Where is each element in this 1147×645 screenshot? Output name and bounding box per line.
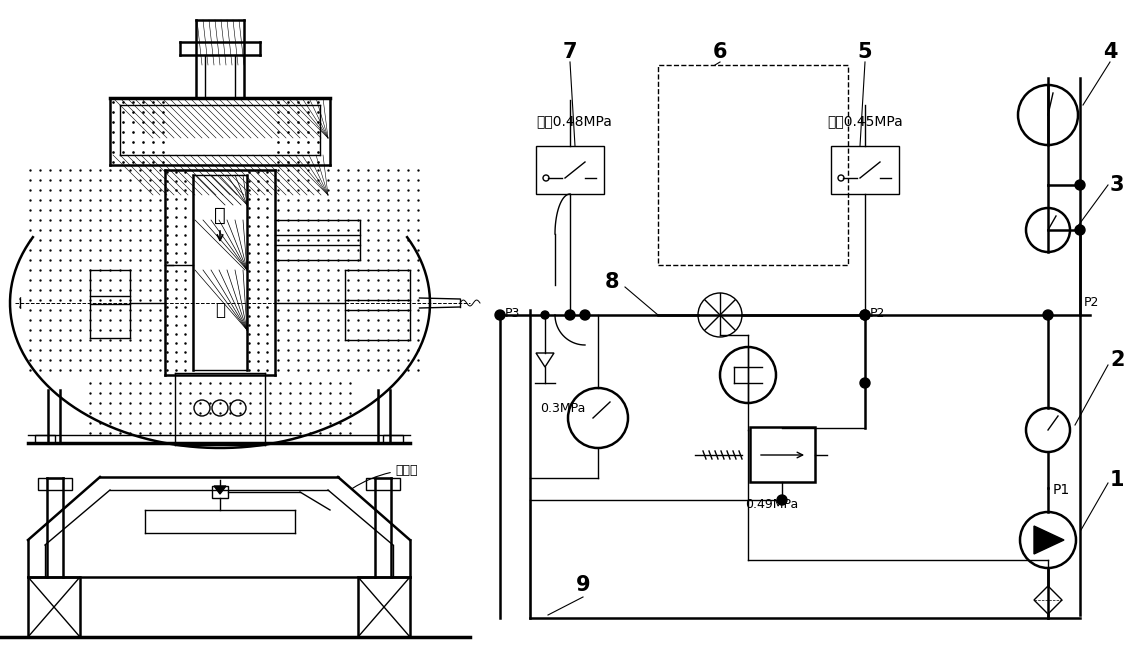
- Text: 9: 9: [576, 575, 591, 595]
- Text: 启泵0.45MPa: 启泵0.45MPa: [827, 114, 903, 128]
- Text: 4: 4: [1102, 42, 1117, 62]
- Circle shape: [580, 310, 590, 320]
- Circle shape: [860, 310, 871, 320]
- Text: P1: P1: [1053, 483, 1070, 497]
- Text: 0.3MPa: 0.3MPa: [540, 401, 585, 415]
- Text: 开: 开: [214, 206, 226, 224]
- Bar: [383, 435, 403, 443]
- Circle shape: [1075, 225, 1085, 235]
- Text: 3: 3: [1110, 175, 1124, 195]
- Bar: [28, 577, 80, 637]
- Text: 5: 5: [858, 42, 873, 62]
- Text: 泄水锥: 泄水锥: [395, 464, 418, 477]
- Bar: [830, 146, 899, 194]
- Circle shape: [496, 310, 505, 320]
- Circle shape: [860, 310, 871, 320]
- Bar: [366, 478, 400, 490]
- Circle shape: [541, 311, 549, 319]
- Circle shape: [1043, 310, 1053, 320]
- Polygon shape: [1033, 526, 1064, 554]
- Text: 0.49MPa: 0.49MPa: [746, 497, 798, 510]
- Text: 8: 8: [604, 272, 619, 292]
- Circle shape: [777, 495, 787, 505]
- Text: P2: P2: [1084, 296, 1099, 309]
- Bar: [212, 486, 228, 498]
- Bar: [658, 65, 848, 265]
- Bar: [358, 577, 409, 637]
- Text: 停泵0.48MPa: 停泵0.48MPa: [536, 114, 611, 128]
- Text: 6: 6: [712, 42, 727, 62]
- Text: 1: 1: [1110, 470, 1124, 490]
- Bar: [536, 146, 604, 194]
- Text: 2: 2: [1110, 350, 1124, 370]
- Bar: [38, 478, 72, 490]
- Text: P3: P3: [505, 307, 521, 320]
- Text: P2: P2: [871, 307, 885, 320]
- Text: 7: 7: [563, 42, 577, 62]
- Bar: [36, 435, 55, 443]
- Polygon shape: [214, 486, 226, 494]
- Circle shape: [565, 310, 575, 320]
- Circle shape: [860, 378, 871, 388]
- Circle shape: [1075, 180, 1085, 190]
- Bar: [750, 427, 816, 482]
- Text: 关: 关: [214, 301, 225, 319]
